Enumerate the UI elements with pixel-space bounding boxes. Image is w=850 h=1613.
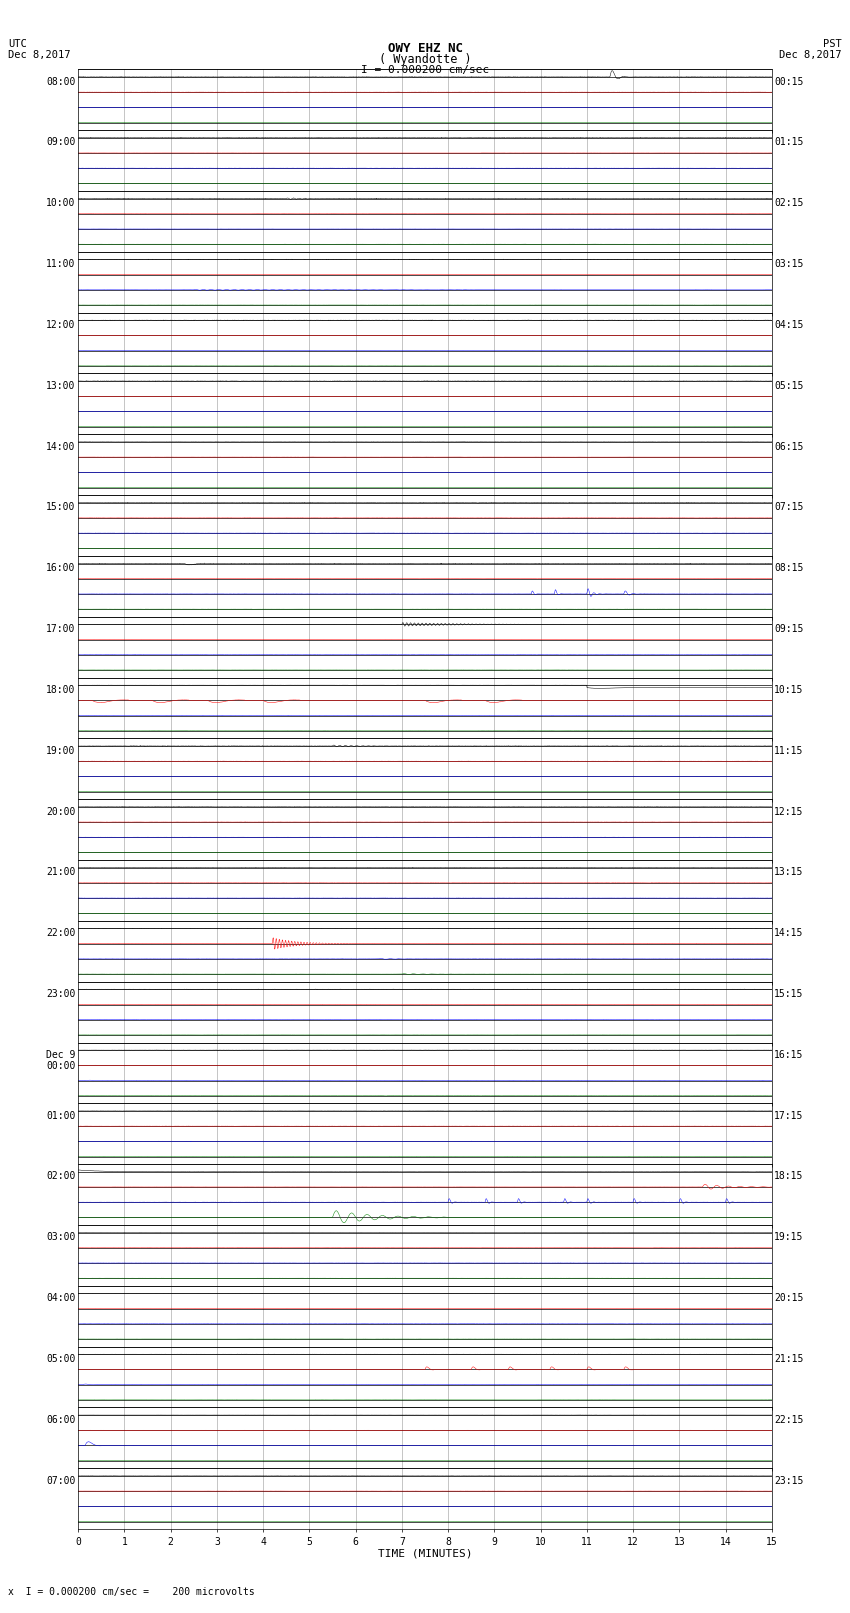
Text: 04:00: 04:00 [46, 1294, 76, 1303]
Text: 15:15: 15:15 [774, 989, 804, 998]
Text: 12:00: 12:00 [46, 319, 76, 331]
Text: 17:15: 17:15 [774, 1111, 804, 1121]
Text: 23:15: 23:15 [774, 1476, 804, 1486]
Text: 16:15: 16:15 [774, 1050, 804, 1060]
Text: TIME (MINUTES): TIME (MINUTES) [377, 1548, 473, 1558]
Text: 02:15: 02:15 [774, 198, 804, 208]
Text: 00:15: 00:15 [774, 77, 804, 87]
Text: 22:00: 22:00 [46, 927, 76, 939]
Text: 09:15: 09:15 [774, 624, 804, 634]
Text: 12:15: 12:15 [774, 806, 804, 816]
Text: 14:00: 14:00 [46, 442, 76, 452]
Text: 06:15: 06:15 [774, 442, 804, 452]
Text: 08:15: 08:15 [774, 563, 804, 573]
Text: x  I = 0.000200 cm/sec =    200 microvolts: x I = 0.000200 cm/sec = 200 microvolts [8, 1587, 255, 1597]
Text: 11:15: 11:15 [774, 745, 804, 756]
Text: 02:00: 02:00 [46, 1171, 76, 1181]
Text: PST
Dec 8,2017: PST Dec 8,2017 [779, 39, 842, 60]
Text: 20:00: 20:00 [46, 806, 76, 816]
Text: 10:00: 10:00 [46, 198, 76, 208]
Text: OWY EHZ NC: OWY EHZ NC [388, 42, 462, 55]
Text: 17:00: 17:00 [46, 624, 76, 634]
Text: ( Wyandotte ): ( Wyandotte ) [379, 53, 471, 66]
Text: 19:15: 19:15 [774, 1232, 804, 1242]
Text: 16:00: 16:00 [46, 563, 76, 573]
Text: 01:00: 01:00 [46, 1111, 76, 1121]
Text: 04:15: 04:15 [774, 319, 804, 331]
Text: I = 0.000200 cm/sec: I = 0.000200 cm/sec [361, 65, 489, 74]
Text: 05:00: 05:00 [46, 1353, 76, 1365]
Text: 19:00: 19:00 [46, 745, 76, 756]
Text: 03:15: 03:15 [774, 260, 804, 269]
Text: 08:00: 08:00 [46, 77, 76, 87]
Text: 21:15: 21:15 [774, 1353, 804, 1365]
Text: 14:15: 14:15 [774, 927, 804, 939]
Text: 13:15: 13:15 [774, 868, 804, 877]
Text: 03:00: 03:00 [46, 1232, 76, 1242]
Text: 20:15: 20:15 [774, 1294, 804, 1303]
Text: 13:00: 13:00 [46, 381, 76, 390]
Text: 21:00: 21:00 [46, 868, 76, 877]
Text: 01:15: 01:15 [774, 137, 804, 147]
Text: 09:00: 09:00 [46, 137, 76, 147]
Text: 07:00: 07:00 [46, 1476, 76, 1486]
Text: 23:00: 23:00 [46, 989, 76, 998]
Text: 15:00: 15:00 [46, 502, 76, 513]
Text: Dec 9
00:00: Dec 9 00:00 [46, 1050, 76, 1071]
Text: 06:00: 06:00 [46, 1415, 76, 1424]
Text: 05:15: 05:15 [774, 381, 804, 390]
Text: UTC
Dec 8,2017: UTC Dec 8,2017 [8, 39, 71, 60]
Text: 10:15: 10:15 [774, 686, 804, 695]
Text: 18:15: 18:15 [774, 1171, 804, 1181]
Text: 07:15: 07:15 [774, 502, 804, 513]
Text: 11:00: 11:00 [46, 260, 76, 269]
Text: 18:00: 18:00 [46, 686, 76, 695]
Text: 22:15: 22:15 [774, 1415, 804, 1424]
